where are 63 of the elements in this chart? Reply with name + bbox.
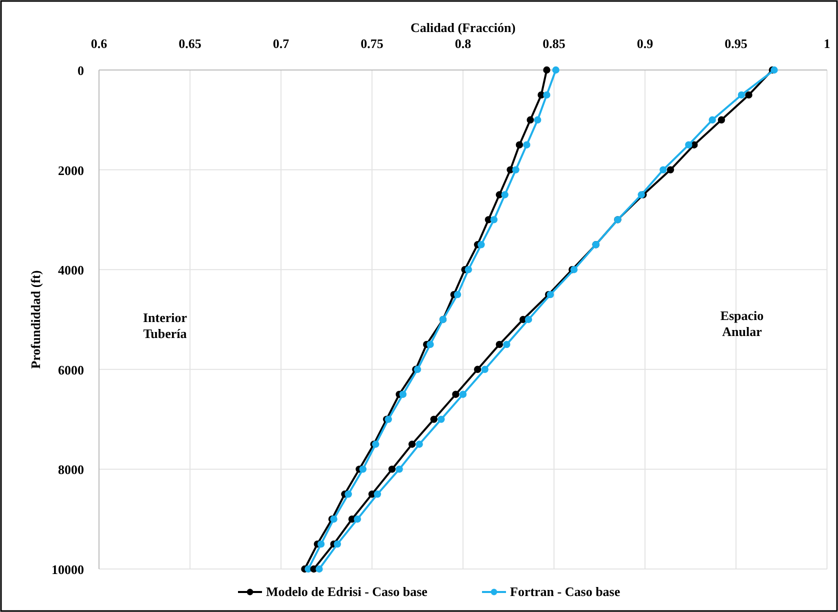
point	[426, 340, 434, 348]
point	[503, 340, 510, 348]
point	[524, 316, 532, 324]
annotation: Espacio Anular	[720, 308, 764, 339]
x-tick-label: 0.8	[454, 36, 472, 51]
point	[452, 390, 460, 398]
point	[316, 565, 323, 573]
point	[512, 166, 520, 174]
point	[523, 141, 530, 148]
point	[708, 116, 716, 124]
point	[543, 91, 550, 99]
legend-label: Fortran - Caso base	[510, 584, 620, 599]
x-axis-title: Calidad (Fracción)	[410, 20, 516, 35]
annotation: Interior Tubería	[142, 310, 188, 341]
point	[543, 66, 550, 74]
point	[399, 390, 407, 398]
point	[552, 66, 560, 74]
point	[317, 540, 325, 548]
point	[738, 91, 746, 99]
point	[374, 490, 382, 498]
point	[359, 466, 366, 473]
point	[334, 540, 342, 548]
point	[501, 191, 508, 198]
point	[516, 141, 524, 148]
point	[478, 241, 485, 248]
point	[496, 340, 503, 348]
x-tick-label: 0.95	[724, 36, 748, 51]
y-tick-label: 4000	[58, 262, 84, 278]
point	[745, 91, 752, 99]
point	[490, 216, 498, 224]
point	[534, 116, 542, 124]
x-tick-label: 0.6	[90, 36, 108, 51]
x-tick-label: 1	[824, 36, 830, 51]
y-tick-label: 0	[78, 63, 84, 78]
legend-label: Modelo de Edrisi - Caso base	[266, 584, 428, 599]
y-tick-label: 10000	[52, 562, 84, 577]
point	[454, 290, 462, 298]
point	[666, 166, 674, 174]
y-tick-label: 6000	[58, 362, 84, 378]
point	[685, 141, 692, 148]
point	[344, 490, 352, 498]
y-tick-label: 2000	[58, 162, 84, 178]
x-tick-label: 0.75	[360, 36, 384, 51]
x-tick-label: 0.9	[636, 36, 654, 51]
point	[438, 416, 445, 423]
point	[416, 440, 423, 448]
x-tick-label: 0.7	[272, 36, 290, 51]
point	[526, 116, 534, 124]
point	[430, 416, 438, 423]
point	[408, 440, 416, 448]
point	[459, 390, 467, 398]
point	[481, 366, 488, 373]
point	[718, 116, 726, 124]
point	[660, 166, 667, 174]
point	[354, 516, 362, 523]
point	[396, 466, 403, 473]
point	[474, 366, 482, 373]
y-tick-label: 8000	[58, 462, 84, 478]
point	[464, 266, 472, 274]
y-axis-title: Profundiddad (ft)	[28, 270, 43, 369]
x-tick-label: 0.65	[178, 36, 202, 51]
point	[388, 466, 396, 473]
x-tick-label: 0.85	[542, 36, 566, 51]
